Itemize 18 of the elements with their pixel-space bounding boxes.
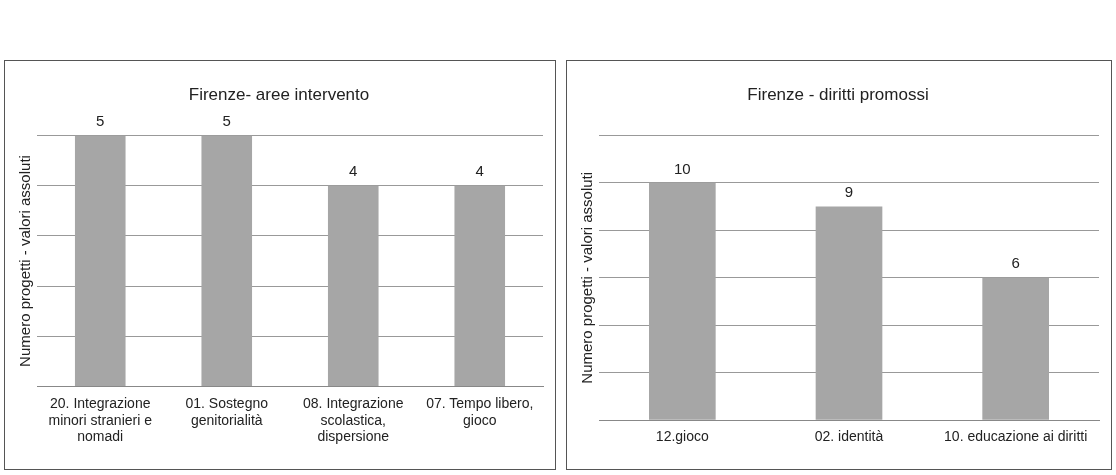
data-label: 6 xyxy=(1011,254,1020,272)
chart-title: Firenze - diritti promossi xyxy=(747,84,929,104)
x-tick-label: 02. identità xyxy=(814,428,884,445)
y-axis-title: Numero progetti - valori assoluti xyxy=(578,171,596,384)
x-tick-label: 08. Integrazione scolastica, dispersione xyxy=(303,394,404,445)
x-tick-label: 10. educazione ai diritti xyxy=(944,428,1088,445)
y-axis-title: Numero progetti - valori assoluti xyxy=(16,155,34,367)
x-tick-label: 01. Sostegno genitorialità xyxy=(185,394,269,428)
chart-title: Firenze- aree intervento xyxy=(188,84,370,104)
data-label: 5 xyxy=(96,112,105,130)
data-label: 9 xyxy=(844,183,854,201)
x-tick-label: 07. Tempo libero, gioco xyxy=(426,394,534,428)
x-tick-label: 20. Integrazione minori stranieri e nomadi xyxy=(48,394,153,445)
data-label: 4 xyxy=(349,162,358,180)
x-tick-label: 12.gioco xyxy=(655,428,710,445)
data-label: 4 xyxy=(475,162,484,180)
data-label: 5 xyxy=(222,112,231,130)
data-label: 10 xyxy=(673,159,691,177)
